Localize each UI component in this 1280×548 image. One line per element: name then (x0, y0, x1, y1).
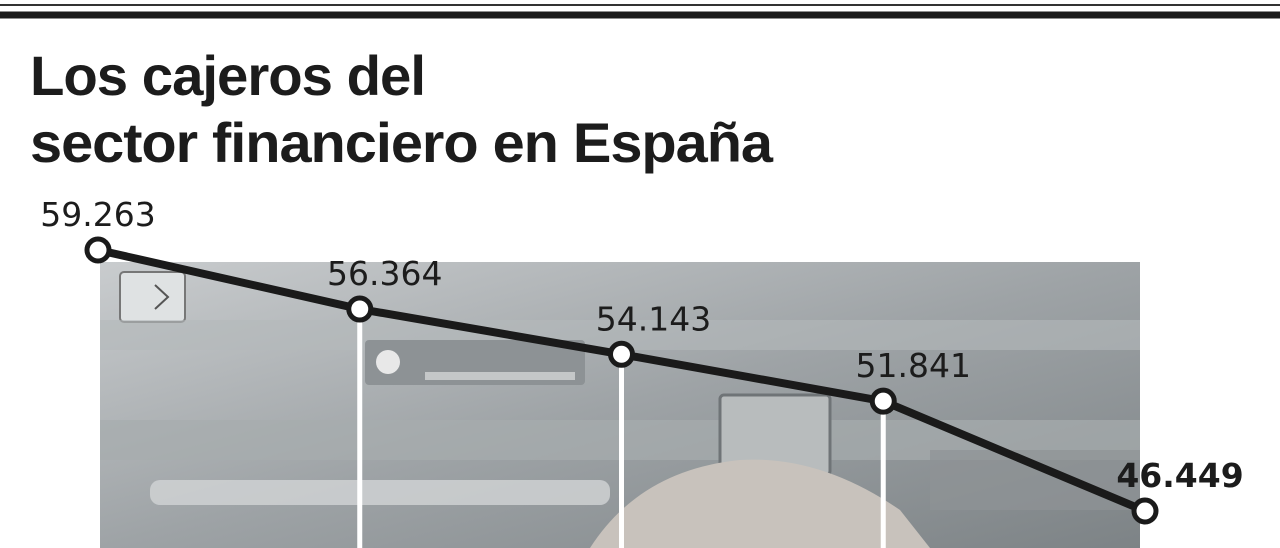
data-label: 46.449 (1116, 456, 1243, 495)
data-point (346, 295, 374, 323)
data-label: 51.841 (856, 346, 971, 385)
data-point (1131, 497, 1159, 525)
data-point (608, 340, 635, 368)
data-point (869, 387, 897, 415)
data-point (84, 236, 112, 264)
data-label: 59.263 (40, 195, 155, 234)
chart-title: sector financiero en España (30, 111, 774, 174)
chart-title: Los cajeros del (30, 44, 425, 107)
data-label: 54.143 (596, 299, 711, 338)
data-label: 56.364 (327, 254, 442, 293)
